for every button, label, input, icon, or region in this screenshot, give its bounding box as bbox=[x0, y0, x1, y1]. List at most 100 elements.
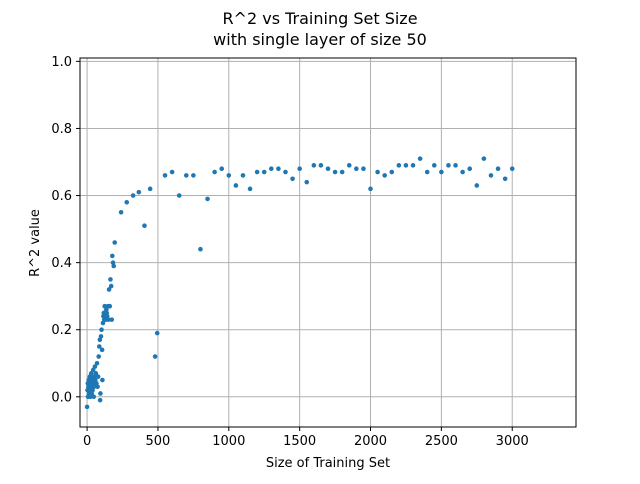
scatter-point bbox=[346, 163, 352, 168]
y-tick-label: 0.8 bbox=[51, 122, 72, 137]
scatter-point bbox=[124, 199, 130, 205]
scatter-point bbox=[198, 246, 203, 252]
scatter-point bbox=[502, 176, 508, 182]
scatter-point bbox=[111, 263, 117, 269]
x-tick-label: 1500 bbox=[283, 434, 316, 449]
scatter-point bbox=[283, 169, 288, 175]
scatter-point bbox=[162, 173, 168, 178]
scatter-point bbox=[339, 169, 345, 175]
scatter-point bbox=[95, 374, 101, 379]
scatter-point bbox=[169, 169, 175, 175]
y-axis-label: R^2 value bbox=[28, 209, 43, 277]
scatter-point bbox=[100, 377, 105, 383]
scatter-point bbox=[91, 394, 97, 400]
scatter-point bbox=[176, 193, 182, 198]
scatter-point bbox=[130, 193, 136, 198]
x-tick-label: 3000 bbox=[496, 434, 529, 449]
x-axis-label: Size of Training Set bbox=[266, 456, 390, 471]
y-tick-label: 0.2 bbox=[51, 323, 72, 338]
x-tick-label: 2500 bbox=[425, 434, 458, 449]
chart-title: R^2 vs Training Set Size bbox=[222, 9, 417, 28]
scatter-point bbox=[191, 173, 196, 178]
scatter-point bbox=[318, 163, 324, 168]
y-tick-label: 0.6 bbox=[51, 189, 72, 204]
scatter-point bbox=[481, 156, 487, 161]
scatter-point bbox=[446, 163, 451, 168]
grid-lines bbox=[80, 58, 576, 427]
scatter-point bbox=[226, 173, 232, 178]
scatter-point bbox=[104, 310, 110, 316]
scatter-point bbox=[147, 186, 153, 192]
scatter-point bbox=[95, 384, 100, 390]
scatter-point bbox=[106, 317, 111, 322]
scatter-point bbox=[94, 360, 100, 366]
y-tick-label: 1.0 bbox=[51, 55, 72, 70]
scatter-point bbox=[183, 173, 189, 178]
scatter-point bbox=[276, 166, 281, 171]
x-tick-label: 1000 bbox=[212, 434, 245, 449]
scatter-point bbox=[325, 166, 331, 171]
scatter-point bbox=[375, 169, 380, 175]
scatter-point bbox=[99, 327, 104, 333]
scatter-point bbox=[417, 156, 423, 161]
scatter-point bbox=[142, 223, 147, 229]
scatter-point bbox=[311, 163, 317, 168]
scatter-point bbox=[98, 391, 103, 396]
scatter-point bbox=[354, 166, 359, 171]
scatter-point bbox=[495, 166, 501, 171]
scatter-point bbox=[453, 163, 458, 168]
scatter-point bbox=[261, 169, 267, 175]
scatter-point bbox=[460, 169, 465, 175]
scatter-point bbox=[424, 169, 430, 175]
scatter-point bbox=[108, 277, 113, 282]
scatter-point bbox=[107, 303, 113, 309]
scatter-point bbox=[297, 166, 302, 171]
scatter-points bbox=[84, 156, 515, 410]
scatter-point bbox=[99, 347, 105, 353]
scatter-point bbox=[389, 169, 395, 175]
scatter-point bbox=[332, 169, 338, 175]
scatter-point bbox=[361, 166, 366, 171]
scatter-point bbox=[304, 179, 310, 185]
scatter-point bbox=[205, 196, 210, 202]
x-tick-label: 500 bbox=[146, 434, 171, 449]
scatter-point bbox=[84, 404, 90, 410]
scatter-point bbox=[93, 371, 99, 376]
scatter-point bbox=[112, 240, 118, 245]
scatter-point bbox=[431, 163, 437, 168]
scatter-point bbox=[410, 163, 416, 168]
scatter-point bbox=[240, 173, 246, 178]
scatter-point bbox=[269, 166, 274, 171]
scatter-point bbox=[396, 163, 402, 168]
scatter-point bbox=[509, 166, 515, 171]
scatter-point bbox=[247, 186, 253, 192]
scatter-point bbox=[467, 166, 473, 171]
scatter-point bbox=[109, 317, 115, 322]
scatter-point bbox=[108, 283, 114, 289]
scatter-point bbox=[219, 166, 225, 171]
scatter-point bbox=[92, 364, 98, 369]
scatter-point bbox=[110, 253, 115, 259]
scatter-point bbox=[233, 183, 239, 188]
scatter-point bbox=[368, 186, 373, 192]
scatter-point bbox=[254, 169, 260, 175]
scatter-point bbox=[118, 210, 124, 215]
scatter-point bbox=[106, 287, 112, 292]
plot-frame bbox=[79, 57, 577, 428]
scatter-point bbox=[96, 344, 102, 349]
scatter-point bbox=[154, 330, 160, 336]
scatter-point bbox=[290, 176, 295, 182]
scatter-point bbox=[403, 163, 409, 168]
scatter-point bbox=[91, 384, 97, 390]
scatter-point bbox=[382, 173, 387, 178]
scatter-point bbox=[136, 189, 142, 195]
x-tick-label: 2000 bbox=[354, 434, 387, 449]
scatter-point bbox=[97, 397, 103, 403]
scatter-point bbox=[439, 169, 444, 175]
scatter-point bbox=[152, 354, 158, 359]
scatter-point bbox=[96, 354, 102, 359]
scatter-point bbox=[474, 183, 480, 188]
chart-subtitle: with single layer of size 50 bbox=[213, 30, 427, 49]
scatter-point bbox=[98, 334, 104, 339]
